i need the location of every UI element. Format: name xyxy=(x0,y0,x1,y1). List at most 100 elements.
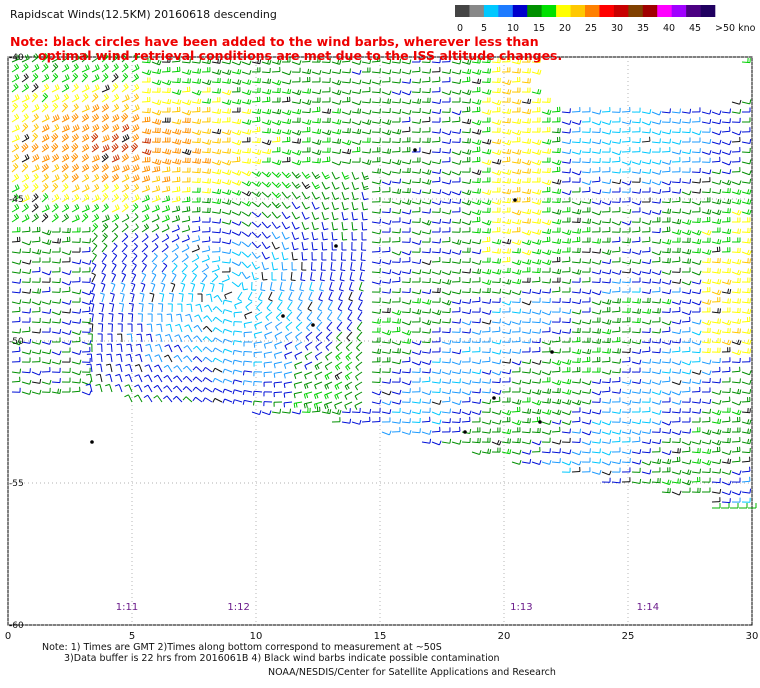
wind-barb xyxy=(481,437,491,443)
wind-barb xyxy=(91,53,100,63)
wind-barb xyxy=(241,170,252,177)
wind-barb xyxy=(41,367,51,373)
wind-barb xyxy=(313,391,323,400)
wind-barb xyxy=(51,213,59,223)
wind-barb xyxy=(101,173,109,183)
wind-barb xyxy=(561,420,572,426)
wind-barb xyxy=(631,349,642,355)
wind-barb xyxy=(201,263,210,273)
wind-barb xyxy=(356,341,363,352)
wind-barb xyxy=(141,88,151,94)
wind-barb xyxy=(551,159,562,166)
wind-barb xyxy=(321,231,328,241)
wind-barb xyxy=(721,208,731,214)
wind-barb xyxy=(263,371,273,378)
wind-barb xyxy=(31,370,42,376)
wind-barb xyxy=(511,348,522,354)
wind-barb xyxy=(81,123,90,133)
wind-barb xyxy=(651,298,662,304)
wind-barb xyxy=(651,427,661,433)
wind-barb xyxy=(701,237,711,243)
wind-barb xyxy=(471,427,481,433)
wind-barb xyxy=(345,361,353,371)
wind-barb xyxy=(721,188,731,194)
wind-barb xyxy=(301,221,310,230)
wind-barb xyxy=(351,171,360,180)
wind-barb xyxy=(301,88,312,94)
wind-barb xyxy=(501,178,512,184)
wind-barb xyxy=(186,303,193,313)
wind-barb xyxy=(311,191,320,200)
wind-barb xyxy=(621,127,631,133)
wind-barb xyxy=(611,358,622,364)
wind-barb xyxy=(257,291,263,302)
wind-barb xyxy=(441,249,452,255)
wind-barb xyxy=(211,228,221,234)
wind-barb xyxy=(641,388,652,394)
wind-barb xyxy=(541,259,552,266)
wind-barb xyxy=(341,191,349,201)
wind-barb xyxy=(305,331,313,341)
wind-barb xyxy=(471,277,481,283)
wind-barb xyxy=(21,298,32,304)
wind-barb xyxy=(431,369,442,375)
wind-barb xyxy=(631,287,641,293)
latitude-label: -60 xyxy=(9,621,24,631)
wind-barb xyxy=(275,321,283,331)
wind-barb xyxy=(461,397,471,403)
wind-barb xyxy=(61,236,71,243)
wind-barb xyxy=(631,277,641,283)
wind-barb xyxy=(651,409,662,415)
wind-barb xyxy=(621,106,631,113)
wind-barb xyxy=(324,381,333,390)
wind-barb xyxy=(431,357,441,363)
wind-barb xyxy=(691,107,701,113)
wind-barb xyxy=(491,389,502,395)
wind-barb xyxy=(421,360,432,365)
wind-barb xyxy=(641,209,652,215)
wind-barb xyxy=(591,356,601,363)
wind-barb xyxy=(521,57,531,63)
wind-barb xyxy=(319,271,325,282)
legend-swatch xyxy=(498,5,514,17)
wind-barb xyxy=(211,272,219,283)
wind-barb xyxy=(671,368,682,374)
wind-barb xyxy=(237,291,243,302)
wind-barb xyxy=(201,79,212,86)
wind-barb xyxy=(611,187,621,193)
wind-barb xyxy=(131,183,140,193)
wind-barb xyxy=(541,267,551,273)
wind-barb xyxy=(211,208,222,214)
wind-barb xyxy=(401,299,412,305)
wind-barb xyxy=(285,321,293,331)
contamination-circles xyxy=(90,148,554,444)
wind-barb xyxy=(411,247,421,253)
wind-barb xyxy=(561,449,572,455)
wind-barb xyxy=(731,259,742,265)
wind-barb xyxy=(601,356,611,363)
wind-barb xyxy=(321,117,331,123)
wind-barb xyxy=(202,325,213,333)
wind-barb xyxy=(571,399,582,406)
wind-barb xyxy=(311,57,321,63)
wind-barb xyxy=(581,138,592,144)
wind-barb xyxy=(331,211,339,221)
wind-barb xyxy=(531,309,542,315)
wind-barb xyxy=(661,279,672,285)
wind-barb xyxy=(91,74,100,83)
wind-barb xyxy=(541,377,551,383)
wind-barb xyxy=(511,290,522,296)
wind-barb xyxy=(501,248,512,254)
wind-barb xyxy=(191,89,202,96)
wind-barb xyxy=(741,258,751,264)
contamination-dot xyxy=(281,314,285,318)
wind-barb xyxy=(71,336,81,343)
wind-barb xyxy=(521,397,531,403)
wind-barb xyxy=(331,79,342,86)
wind-barb xyxy=(111,272,117,283)
wind-barb xyxy=(351,241,357,251)
wind-barb xyxy=(711,156,721,163)
footer-credit: NOAA/NESDIS/Center for Satellite Applica… xyxy=(268,667,556,678)
wind-barb xyxy=(411,87,421,93)
wind-barb xyxy=(631,127,641,133)
